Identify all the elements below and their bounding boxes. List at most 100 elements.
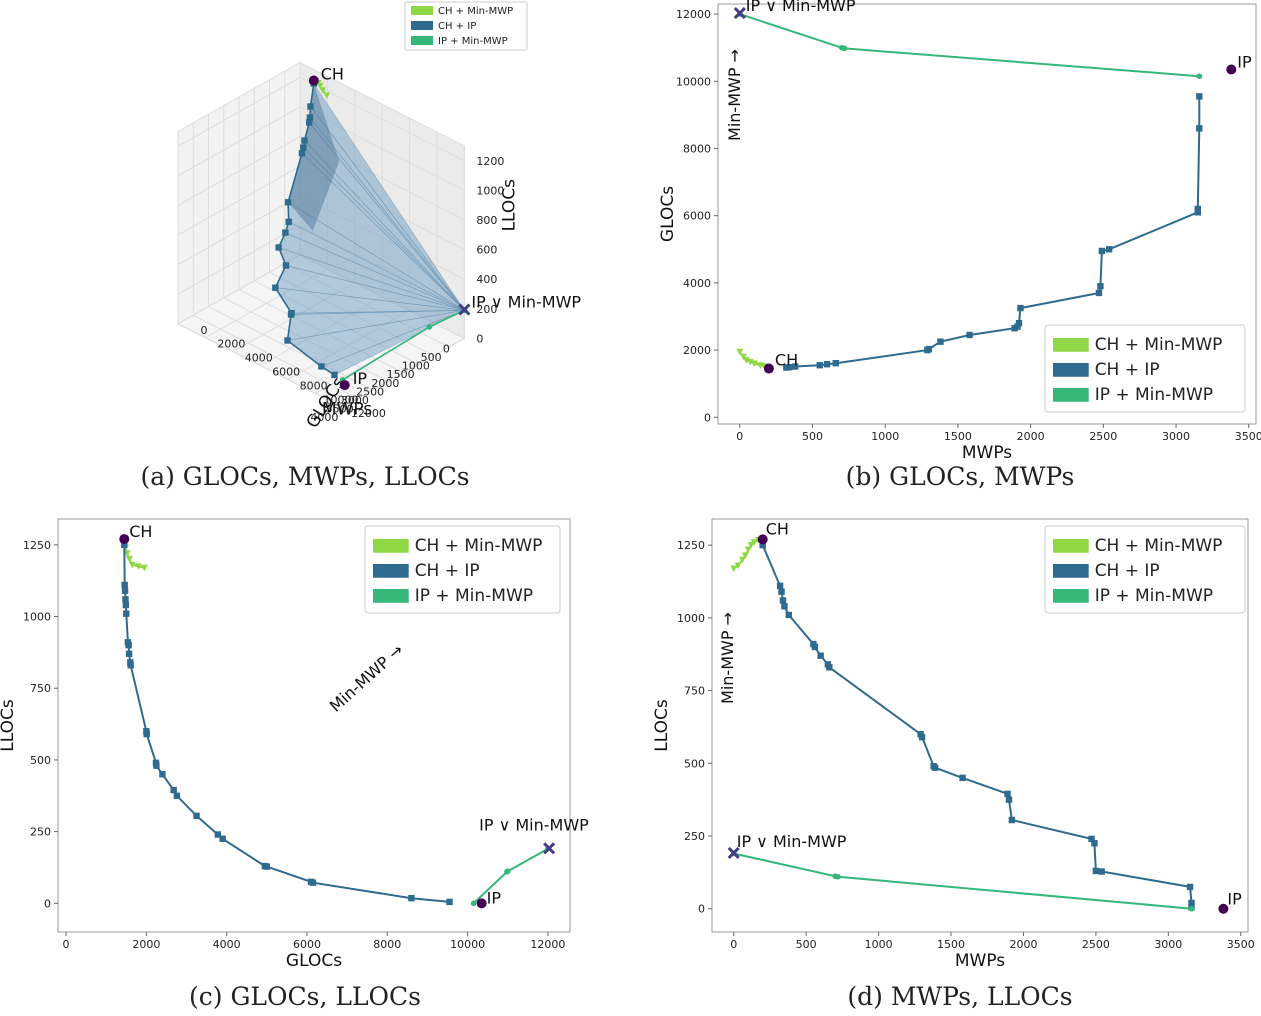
chart-b-ip-label: IP [1237, 53, 1252, 72]
chart-d-ip-point [1218, 903, 1229, 914]
chart-c-point [125, 641, 132, 649]
chart-b-ch-point [763, 363, 774, 374]
chart-a-gridline [299, 76, 465, 162]
chart-d-xlabel: MWPs [955, 951, 1005, 970]
chart-a-z-tick-label: 1000 [476, 184, 504, 197]
chart-d-point [1005, 796, 1013, 803]
chart-d-point [1008, 816, 1016, 824]
chart-a-gridline [177, 106, 301, 177]
chart-d-x-tick-label: 3000 [1154, 938, 1182, 951]
chart-d-point [778, 588, 785, 595]
chart-a-point [307, 103, 314, 110]
chart-c-point [263, 863, 271, 870]
chart-d-x-tick-label: 3500 [1227, 938, 1255, 951]
chart-a-point [275, 244, 282, 251]
chart-d-frame [711, 518, 1249, 933]
chart-d-y-tick-label: 500 [684, 757, 705, 770]
chart-d-minmwp-point [727, 846, 740, 859]
chart-c-point [121, 587, 129, 594]
chart-d-point [776, 582, 784, 590]
chart-b-x-tick-label: 500 [802, 430, 823, 443]
chart-b-point [966, 331, 973, 339]
chart-b-minmwp-point [733, 7, 746, 20]
chart-d-point [817, 652, 824, 659]
chart-a-legend: CH + Min-MWP CH + IP IP + Min-MWP [404, 1, 528, 51]
chart-d-legend-label: CH + IP [1095, 561, 1160, 581]
chart-a-gridline [177, 195, 301, 266]
chart-d-legend-frame [1044, 525, 1246, 614]
panel-a: 0 500 1000 1500 2000 2500 3000 3500 4000 0 2000 400… [0, 0, 620, 460]
chart-d-legend-swatch [1053, 539, 1089, 553]
chart-a-point [426, 324, 433, 330]
chart-c-ch-label: CH [129, 522, 152, 541]
chart-c-point [470, 900, 477, 907]
chart-b-point [791, 363, 799, 370]
chart-b-legend: CH + Min-MWP CH + IP IP + Min-MWP [1044, 324, 1246, 413]
chart-d-point [1186, 883, 1194, 891]
chart-d-point [785, 611, 792, 619]
chart-d-point [1188, 905, 1195, 912]
chart-d-point [1004, 790, 1011, 798]
chart-b-point [1095, 289, 1103, 297]
chart-c-point [121, 581, 128, 589]
chart-a-legend-label: CH + Min-MWP [438, 6, 513, 17]
chart-a-y-tick-label: 0 [201, 324, 208, 337]
chart-d-point [1092, 867, 1100, 875]
chart-a-z-tick-label: 200 [476, 303, 497, 316]
chart-b-y-tick-label: 4000 [683, 277, 711, 290]
chart-d-ch-label: CH [766, 519, 789, 538]
chart-c-point [408, 894, 415, 902]
chart-a-ch-point [308, 75, 319, 86]
chart-d-y-tick-label: 1250 [677, 539, 705, 552]
chart-c-point [153, 762, 160, 769]
chart-c-point [125, 556, 133, 563]
chart-d-point [918, 733, 926, 741]
chart-a-y-tick-label: 6000 [272, 366, 300, 379]
chart-c: 0 2000 4000 6000 8000 10000 12000 0 250 500 750 100… [0, 518, 589, 971]
chart-c-legend-swatch [373, 589, 409, 603]
chart-d-point [759, 541, 766, 549]
chart-b-legend-swatch [1053, 388, 1089, 402]
chart-a-point [284, 199, 292, 206]
chart-a-x-tick-label: 3500 [326, 403, 354, 416]
chart-c-minmwp-point [543, 842, 556, 855]
chart-d-legend-swatch [1053, 564, 1089, 578]
chart-b-y-tick-label: 2000 [683, 344, 711, 357]
chart-b-point [739, 353, 747, 361]
chart-b-y-tick-label: 6000 [683, 210, 711, 223]
chart-c-point [128, 561, 136, 569]
chart-d-x-tick-label: 0 [730, 938, 737, 951]
chart-c-point [446, 898, 453, 906]
chart-a-x-tick-label: 3000 [341, 394, 369, 407]
chart-c-point [122, 596, 129, 603]
chart-b-series-line [739, 13, 1200, 78]
chart-a-gridline [342, 337, 465, 408]
chart-d-point [781, 603, 788, 610]
chart-a-y-tick-label: 12000 [351, 407, 386, 420]
chart-c-point [219, 835, 226, 842]
chart-a-x-tick-label: 1000 [402, 360, 430, 373]
chart-a-z-tick-label: 400 [476, 273, 497, 286]
chart-d-point [734, 562, 742, 570]
chart-d-point [730, 565, 738, 572]
chart-a-surface [274, 82, 465, 376]
chart-c-ch-point [119, 534, 130, 545]
chart-a-legend-frame [404, 1, 528, 51]
chart-b-ip-point [1226, 64, 1237, 75]
chart-b-point [1098, 247, 1106, 255]
chart-b-point [1097, 283, 1104, 290]
chart-b-point [786, 364, 793, 371]
chart-c-x-tick-label: 12000 [530, 938, 565, 951]
chart-c-point [159, 771, 166, 778]
chart-a-legend-label: IP + Min-MWP [438, 36, 508, 47]
chart-b-point [816, 362, 823, 369]
chart-c-x-tick-label: 6000 [293, 938, 321, 951]
chart-a-point [300, 144, 307, 151]
chart-b-point [832, 359, 839, 367]
chart-a-legend-swatch [411, 6, 433, 15]
chart-c-x-tick-label: 2000 [132, 938, 160, 951]
chart-b-legend-frame [1044, 324, 1246, 413]
chart-a-y-tick-label: 8000 [300, 379, 328, 392]
chart-b-x-tick-label: 2000 [1017, 430, 1045, 443]
chart-d-minmwp-label: IP ∨ Min-MWP [737, 832, 847, 851]
